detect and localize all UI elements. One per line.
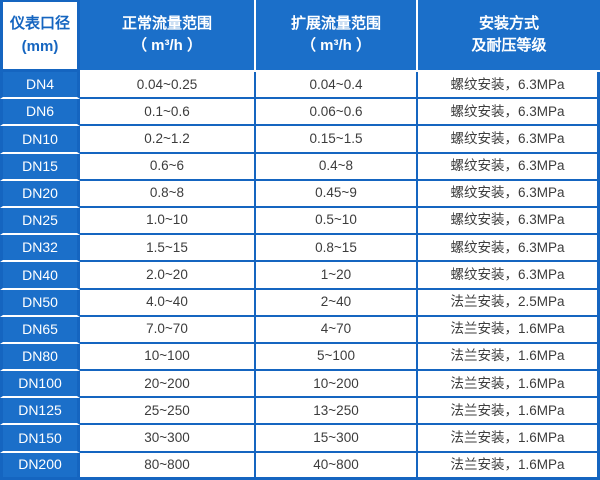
cell-normal-range: 0.2~1.2 [80,126,256,154]
column-header-normal-range-line2: （ m³/h ） [132,37,202,54]
cell-normal-range: 10~100 [80,343,256,372]
cell-diameter: DN65 [0,316,80,344]
table-row: DN40 2.0~20 1~20 螺纹安装，6.3MPa [0,262,600,290]
cell-diameter: DN6 [0,99,80,127]
cell-extended-range: 0.04~0.4 [256,72,418,100]
cell-extended-range: 2~40 [256,289,418,317]
cell-installation: 法兰安装，1.6MPa [418,452,600,480]
column-header-normal-range: 正常流量范围 （ m³/h ） [80,0,256,72]
table-row: DN65 7.0~70 4~70 法兰安装，1.6MPa [0,316,600,344]
column-header-extended-range: 扩展流量范围 （ m³/h ） [256,0,418,72]
column-header-normal-range-line1: 正常流量范围 [121,14,212,32]
cell-normal-range: 80~800 [80,452,256,480]
table-header: 仪表口径 (mm) 正常流量范围 （ m³/h ） 扩展流量范围 （ m³/h … [0,0,600,72]
table-row: DN20 0.8~8 0.45~9 螺纹安装，6.3MPa [0,180,600,208]
table-row: DN6 0.1~0.6 0.06~0.6 螺纹安装，6.3MPa [0,99,600,127]
cell-installation: 法兰安装，2.5MPa [418,289,600,317]
cell-extended-range: 15~300 [256,425,418,453]
cell-installation: 螺纹安装，6.3MPa [418,153,600,181]
table-row: DN25 1.0~10 0.5~10 螺纹安装，6.3MPa [0,207,600,236]
cell-extended-range: 4~70 [256,316,418,344]
cell-diameter: DN20 [0,180,80,208]
cell-extended-range: 5~100 [256,343,418,372]
cell-diameter: DN100 [0,371,80,399]
cell-installation: 螺纹安装，6.3MPa [418,180,600,208]
cell-normal-range: 0.1~0.6 [80,99,256,127]
cell-extended-range: 0.06~0.6 [256,99,418,127]
cell-normal-range: 0.8~8 [80,180,256,208]
cell-normal-range: 20~200 [80,371,256,399]
cell-diameter: DN50 [0,289,80,317]
column-header-extended-range-line1: 扩展流量范围 [290,14,381,32]
cell-diameter: DN4 [0,72,80,100]
cell-installation: 螺纹安装，6.3MPa [418,235,600,263]
cell-normal-range: 0.6~6 [80,153,256,181]
cell-extended-range: 0.45~9 [256,180,418,208]
cell-normal-range: 1.0~10 [80,207,256,236]
column-header-diameter-line1: 仪表口径 [9,15,70,32]
table-row: DN100 20~200 10~200 法兰安装，1.6MPa [0,371,600,399]
cell-extended-range: 0.8~15 [256,235,418,263]
cell-installation: 螺纹安装，6.3MPa [418,72,600,100]
table-row: DN32 1.5~15 0.8~15 螺纹安装，6.3MPa [0,235,600,263]
cell-normal-range: 0.04~0.25 [80,72,256,100]
cell-normal-range: 1.5~15 [80,235,256,263]
cell-extended-range: 1~20 [256,262,418,290]
table-row: DN10 0.2~1.2 0.15~1.5 螺纹安装，6.3MPa [0,126,600,154]
table-header-row: 仪表口径 (mm) 正常流量范围 （ m³/h ） 扩展流量范围 （ m³/h … [0,0,600,72]
column-header-diameter: 仪表口径 (mm) [0,0,80,72]
table-row: DN125 25~250 13~250 法兰安装，1.6MPa [0,398,600,426]
cell-installation: 螺纹安装，6.3MPa [418,262,600,290]
cell-extended-range: 40~800 [256,452,418,480]
cell-normal-range: 4.0~40 [80,289,256,317]
cell-installation: 螺纹安装，6.3MPa [418,207,600,236]
cell-diameter: DN15 [0,153,80,181]
cell-diameter: DN125 [0,398,80,426]
cell-installation: 法兰安装，1.6MPa [418,316,600,344]
cell-extended-range: 13~250 [256,398,418,426]
cell-diameter: DN32 [0,235,80,263]
table-row: DN4 0.04~0.25 0.04~0.4 螺纹安装，6.3MPa [0,72,600,100]
cell-extended-range: 0.4~8 [256,153,418,181]
cell-installation: 螺纹安装，6.3MPa [418,126,600,154]
column-header-installation-line2: 及耐压等级 [471,37,547,54]
cell-installation: 法兰安装，1.6MPa [418,425,600,453]
column-header-installation-line1: 安装方式 [478,14,539,32]
table-row: DN150 30~300 15~300 法兰安装，1.6MPa [0,425,600,453]
cell-diameter: DN200 [0,452,80,480]
cell-extended-range: 0.5~10 [256,207,418,236]
cell-diameter: DN40 [0,262,80,290]
column-header-extended-range-line2: （ m³/h ） [301,37,371,54]
table-row: DN200 80~800 40~800 法兰安装，1.6MPa [0,452,600,480]
table-body: DN4 0.04~0.25 0.04~0.4 螺纹安装，6.3MPa DN6 0.1~0.… [0,72,600,480]
cell-diameter: DN150 [0,425,80,453]
table-row: DN50 4.0~40 2~40 法兰安装，2.5MPa [0,289,600,317]
column-header-diameter-line2: (mm) [21,37,59,55]
cell-normal-range: 25~250 [80,398,256,426]
cell-extended-range: 0.15~1.5 [256,126,418,154]
cell-installation: 法兰安装，1.6MPa [418,398,600,426]
cell-installation: 法兰安装，1.6MPa [418,371,600,399]
cell-diameter: DN25 [0,207,80,236]
cell-diameter: DN80 [0,343,80,372]
cell-normal-range: 30~300 [80,425,256,453]
table-row: DN80 10~100 5~100 法兰安装，1.6MPa [0,343,600,372]
cell-diameter: DN10 [0,126,80,154]
table-row: DN15 0.6~6 0.4~8 螺纹安装，6.3MPa [0,153,600,181]
cell-extended-range: 10~200 [256,371,418,399]
column-header-installation: 安装方式 及耐压等级 [418,0,600,72]
cell-installation: 螺纹安装，6.3MPa [418,99,600,127]
cell-normal-range: 2.0~20 [80,262,256,290]
cell-normal-range: 7.0~70 [80,316,256,344]
cell-installation: 法兰安装，1.6MPa [418,343,600,372]
